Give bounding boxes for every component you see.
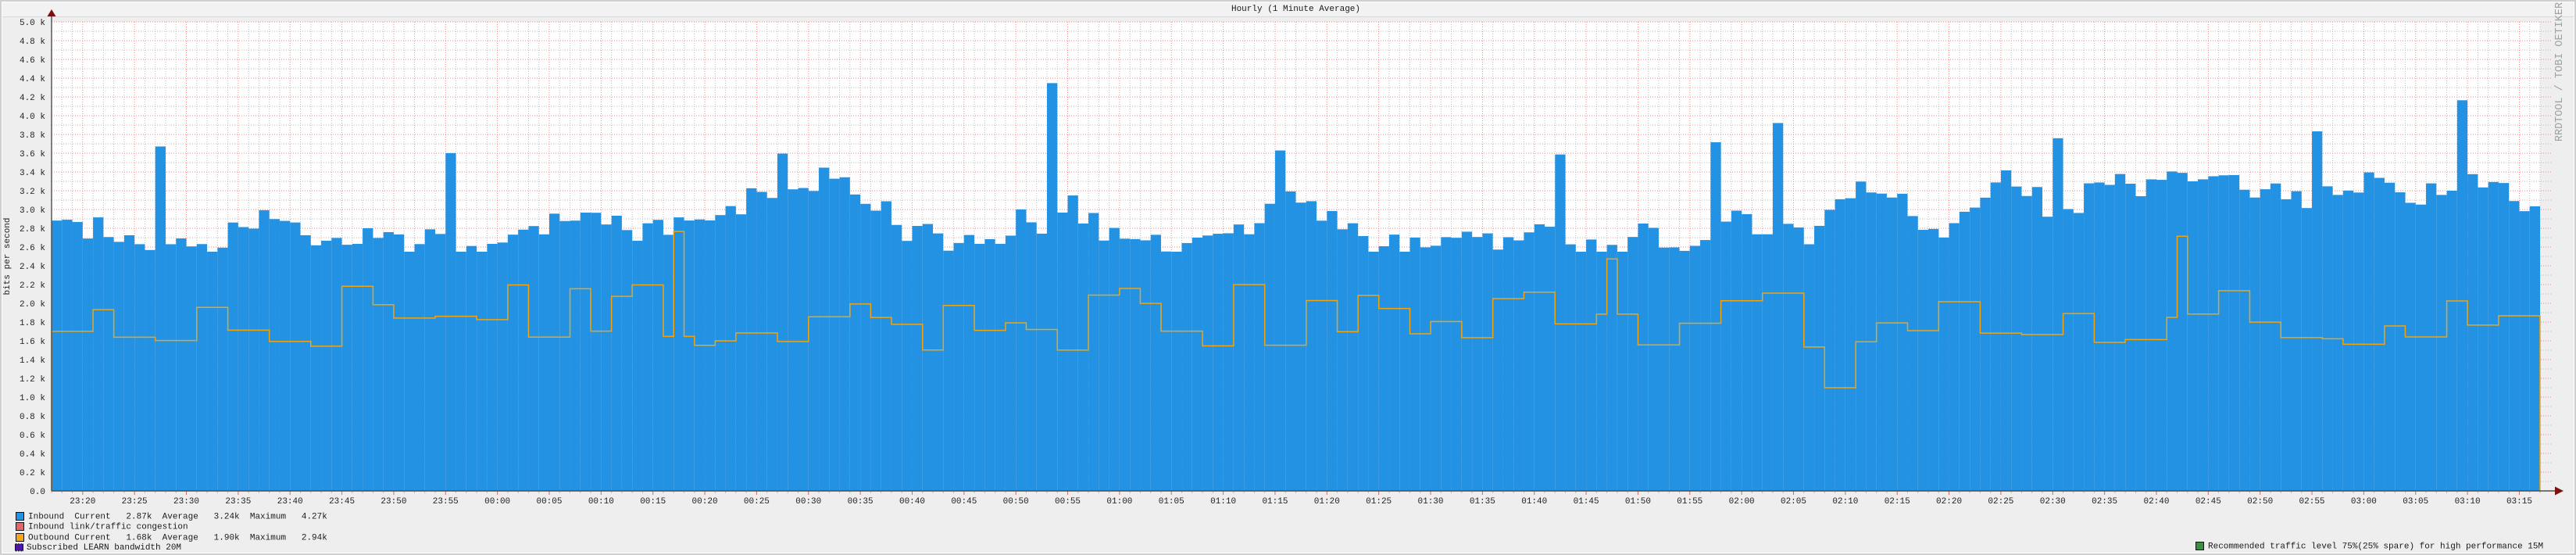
svg-text:0.4 k: 0.4 k	[20, 450, 45, 460]
svg-text:1.0 k: 1.0 k	[20, 394, 45, 403]
svg-text:00:20: 00:20	[692, 497, 718, 507]
svg-text:01:20: 01:20	[1314, 497, 1340, 507]
svg-text:23:20: 23:20	[70, 497, 95, 507]
svg-text:00:40: 00:40	[899, 497, 925, 507]
svg-text:00:10: 00:10	[588, 497, 614, 507]
svg-text:1.4 k: 1.4 k	[20, 356, 45, 366]
svg-text:3.6 k: 3.6 k	[20, 150, 45, 159]
svg-text:bits per second: bits per second	[3, 217, 13, 295]
svg-text:1.6 k: 1.6 k	[20, 338, 45, 347]
svg-text:00:25: 00:25	[744, 497, 770, 507]
svg-text:00:00: 00:00	[484, 497, 510, 507]
svg-text:23:25: 23:25	[122, 497, 148, 507]
svg-text:4.4 k: 4.4 k	[20, 75, 45, 84]
svg-text:02:10: 02:10	[1832, 497, 1858, 507]
svg-text:02:15: 02:15	[1885, 497, 1910, 507]
svg-text:02:45: 02:45	[2195, 497, 2221, 507]
svg-text:00:55: 00:55	[1055, 497, 1081, 507]
svg-text:02:55: 02:55	[2299, 497, 2325, 507]
svg-text:02:40: 02:40	[2143, 497, 2169, 507]
svg-text:3.8 k: 3.8 k	[20, 131, 45, 141]
svg-text:0.2 k: 0.2 k	[20, 469, 45, 478]
svg-text:01:45: 01:45	[1574, 497, 1599, 507]
svg-text:03:00: 03:00	[2351, 497, 2377, 507]
svg-text:23:35: 23:35	[225, 497, 251, 507]
svg-text:RRDTOOL / TOBI OETIKER: RRDTOOL / TOBI OETIKER	[2554, 2, 2566, 141]
svg-text:00:45: 00:45	[951, 497, 977, 507]
svg-text:0.0: 0.0	[30, 488, 45, 497]
svg-text:01:10: 01:10	[1210, 497, 1236, 507]
svg-text:01:00: 01:00	[1106, 497, 1132, 507]
svg-text:4.8 k: 4.8 k	[20, 38, 45, 47]
svg-text:00:35: 00:35	[848, 497, 874, 507]
svg-text:23:55: 23:55	[433, 497, 459, 507]
svg-text:01:40: 01:40	[1521, 497, 1547, 507]
svg-text:02:50: 02:50	[2247, 497, 2273, 507]
svg-text:02:00: 02:00	[1729, 497, 1755, 507]
svg-text:00:15: 00:15	[640, 497, 666, 507]
svg-text:03:10: 03:10	[2455, 497, 2481, 507]
svg-text:0.6 k: 0.6 k	[20, 431, 45, 441]
svg-text:0.8 k: 0.8 k	[20, 413, 45, 422]
svg-text:3.0 k: 3.0 k	[20, 206, 45, 216]
svg-text:01:05: 01:05	[1159, 497, 1184, 507]
svg-text:00:05: 00:05	[536, 497, 562, 507]
svg-text:00:30: 00:30	[795, 497, 821, 507]
svg-text:23:45: 23:45	[329, 497, 355, 507]
svg-text:23:40: 23:40	[277, 497, 303, 507]
svg-text:1.8 k: 1.8 k	[20, 319, 45, 328]
svg-text:01:50: 01:50	[1625, 497, 1651, 507]
svg-text:4.6 k: 4.6 k	[20, 56, 45, 66]
svg-text:02:25: 02:25	[1988, 497, 2013, 507]
svg-text:02:05: 02:05	[1781, 497, 1806, 507]
svg-text:2.8 k: 2.8 k	[20, 225, 45, 235]
svg-text:4.0 k: 4.0 k	[20, 113, 45, 122]
svg-text:02:30: 02:30	[2040, 497, 2066, 507]
svg-text:01:15: 01:15	[1262, 497, 1288, 507]
svg-text:00:50: 00:50	[1003, 497, 1029, 507]
svg-text:02:20: 02:20	[1936, 497, 1962, 507]
svg-text:01:55: 01:55	[1677, 497, 1702, 507]
svg-text:03:05: 03:05	[2403, 497, 2428, 507]
svg-text:03:15: 03:15	[2506, 497, 2532, 507]
svg-text:5.0 k: 5.0 k	[20, 19, 45, 28]
svg-text:23:50: 23:50	[381, 497, 406, 507]
svg-text:01:25: 01:25	[1366, 497, 1392, 507]
svg-text:02:35: 02:35	[2092, 497, 2117, 507]
svg-text:2.6 k: 2.6 k	[20, 244, 45, 253]
svg-text:2.0 k: 2.0 k	[20, 300, 45, 310]
svg-text:2.4 k: 2.4 k	[20, 263, 45, 272]
svg-text:3.4 k: 3.4 k	[20, 169, 45, 178]
svg-text:23:30: 23:30	[173, 497, 199, 507]
svg-text:2.2 k: 2.2 k	[20, 281, 45, 291]
svg-text:4.2 k: 4.2 k	[20, 94, 45, 103]
svg-text:3.2 k: 3.2 k	[20, 188, 45, 197]
svg-text:01:30: 01:30	[1418, 497, 1444, 507]
svg-text:01:35: 01:35	[1470, 497, 1495, 507]
svg-text:1.2 k: 1.2 k	[20, 375, 45, 385]
